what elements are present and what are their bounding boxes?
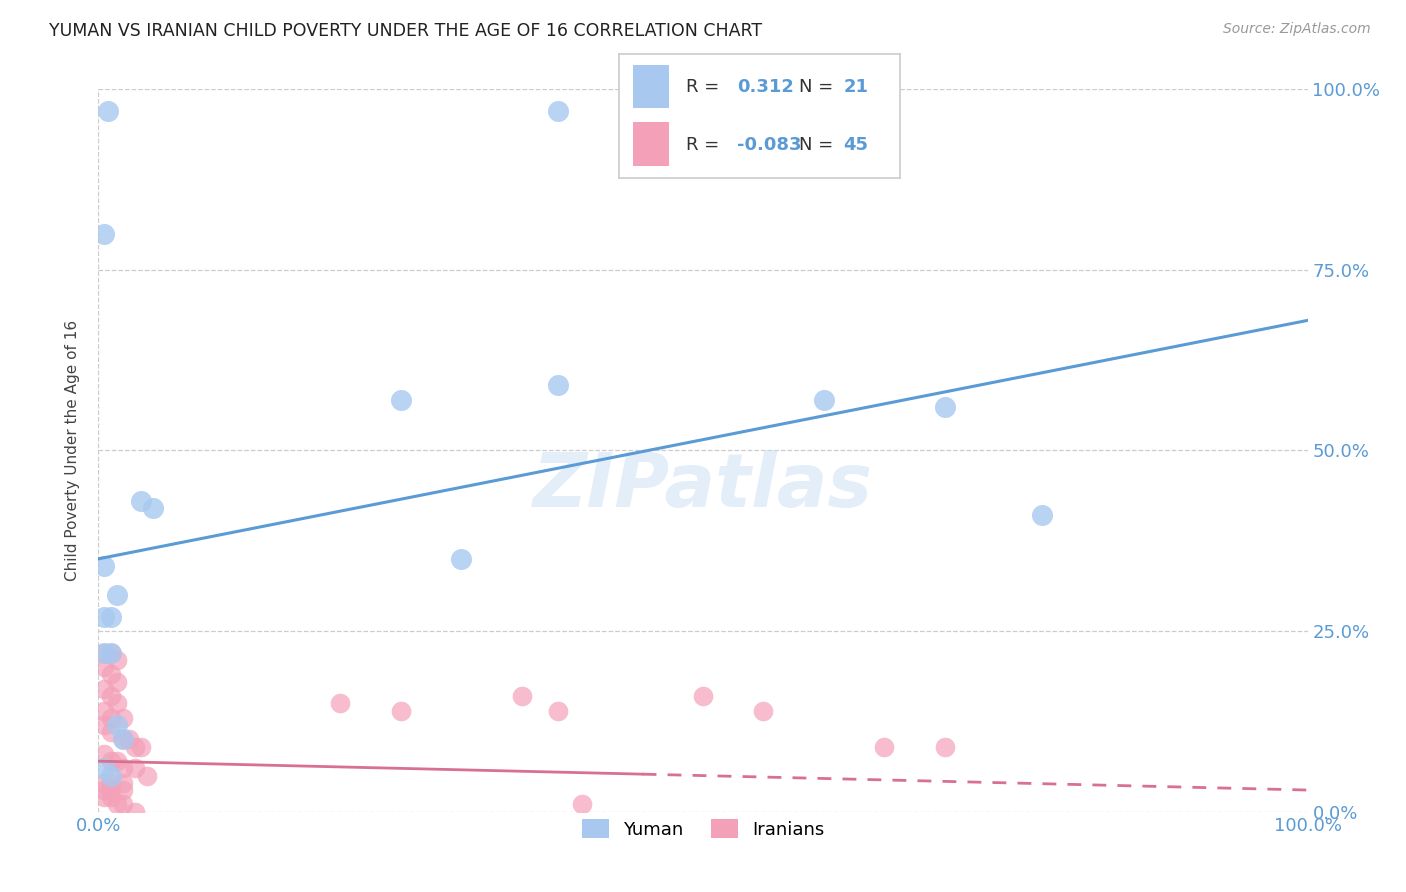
Text: -0.083: -0.083 bbox=[737, 136, 801, 153]
Legend: Yuman, Iranians: Yuman, Iranians bbox=[575, 813, 831, 846]
Text: YUMAN VS IRANIAN CHILD POVERTY UNDER THE AGE OF 16 CORRELATION CHART: YUMAN VS IRANIAN CHILD POVERTY UNDER THE… bbox=[49, 22, 762, 40]
Point bbox=[105, 674, 128, 689]
Point bbox=[752, 704, 775, 718]
Point bbox=[111, 776, 134, 790]
Point bbox=[111, 732, 134, 747]
Point bbox=[124, 739, 146, 754]
Point bbox=[111, 783, 134, 797]
Text: 0.312: 0.312 bbox=[737, 78, 793, 96]
Point bbox=[100, 646, 122, 660]
Text: 45: 45 bbox=[844, 136, 869, 153]
Point bbox=[105, 588, 128, 602]
Point bbox=[100, 689, 122, 703]
Point bbox=[100, 725, 122, 739]
Point bbox=[93, 660, 115, 674]
Point bbox=[100, 783, 122, 797]
Point bbox=[93, 776, 115, 790]
Point bbox=[105, 797, 128, 812]
Point bbox=[100, 711, 122, 725]
Point bbox=[93, 790, 115, 805]
Point bbox=[547, 704, 569, 718]
Point bbox=[100, 769, 122, 783]
Point bbox=[571, 797, 593, 812]
Point bbox=[389, 704, 412, 718]
Point bbox=[93, 681, 115, 696]
Bar bbox=[633, 65, 669, 109]
Text: Source: ZipAtlas.com: Source: ZipAtlas.com bbox=[1223, 22, 1371, 37]
Point bbox=[93, 559, 115, 574]
Point bbox=[142, 501, 165, 516]
Point bbox=[118, 732, 141, 747]
Text: ZIPatlas: ZIPatlas bbox=[533, 450, 873, 523]
Point bbox=[813, 392, 835, 407]
Point bbox=[93, 646, 115, 660]
Point bbox=[93, 646, 115, 660]
Point bbox=[93, 783, 115, 797]
Point bbox=[93, 227, 115, 241]
Point bbox=[450, 551, 472, 566]
Point bbox=[105, 754, 128, 768]
Point bbox=[97, 103, 120, 118]
Point bbox=[93, 747, 115, 761]
Point bbox=[510, 689, 533, 703]
Point bbox=[873, 739, 896, 754]
Point bbox=[93, 718, 115, 732]
Point bbox=[129, 739, 152, 754]
Point bbox=[329, 696, 352, 710]
Point bbox=[93, 761, 115, 775]
Point bbox=[93, 609, 115, 624]
Point bbox=[547, 103, 569, 118]
Point bbox=[105, 653, 128, 667]
Text: R =: R = bbox=[686, 78, 720, 96]
Point bbox=[93, 704, 115, 718]
Text: N =: N = bbox=[799, 136, 832, 153]
Point bbox=[100, 776, 122, 790]
Point bbox=[111, 732, 134, 747]
Point bbox=[129, 494, 152, 508]
Point bbox=[111, 761, 134, 775]
Point bbox=[100, 646, 122, 660]
Bar bbox=[633, 122, 669, 166]
Point bbox=[547, 378, 569, 392]
Y-axis label: Child Poverty Under the Age of 16: Child Poverty Under the Age of 16 bbox=[65, 320, 80, 581]
Point bbox=[100, 790, 122, 805]
Text: R =: R = bbox=[686, 136, 720, 153]
Point bbox=[100, 609, 122, 624]
Point bbox=[100, 754, 122, 768]
Point bbox=[124, 805, 146, 819]
Point bbox=[934, 400, 956, 414]
Point bbox=[692, 689, 714, 703]
Text: N =: N = bbox=[799, 78, 832, 96]
Point bbox=[934, 739, 956, 754]
Point bbox=[105, 718, 128, 732]
Text: 21: 21 bbox=[844, 78, 869, 96]
Point bbox=[389, 392, 412, 407]
Point bbox=[135, 769, 157, 783]
Point bbox=[111, 711, 134, 725]
Point bbox=[124, 761, 146, 775]
Point bbox=[100, 667, 122, 681]
Point bbox=[111, 797, 134, 812]
Point bbox=[105, 696, 128, 710]
Point bbox=[1031, 508, 1053, 523]
